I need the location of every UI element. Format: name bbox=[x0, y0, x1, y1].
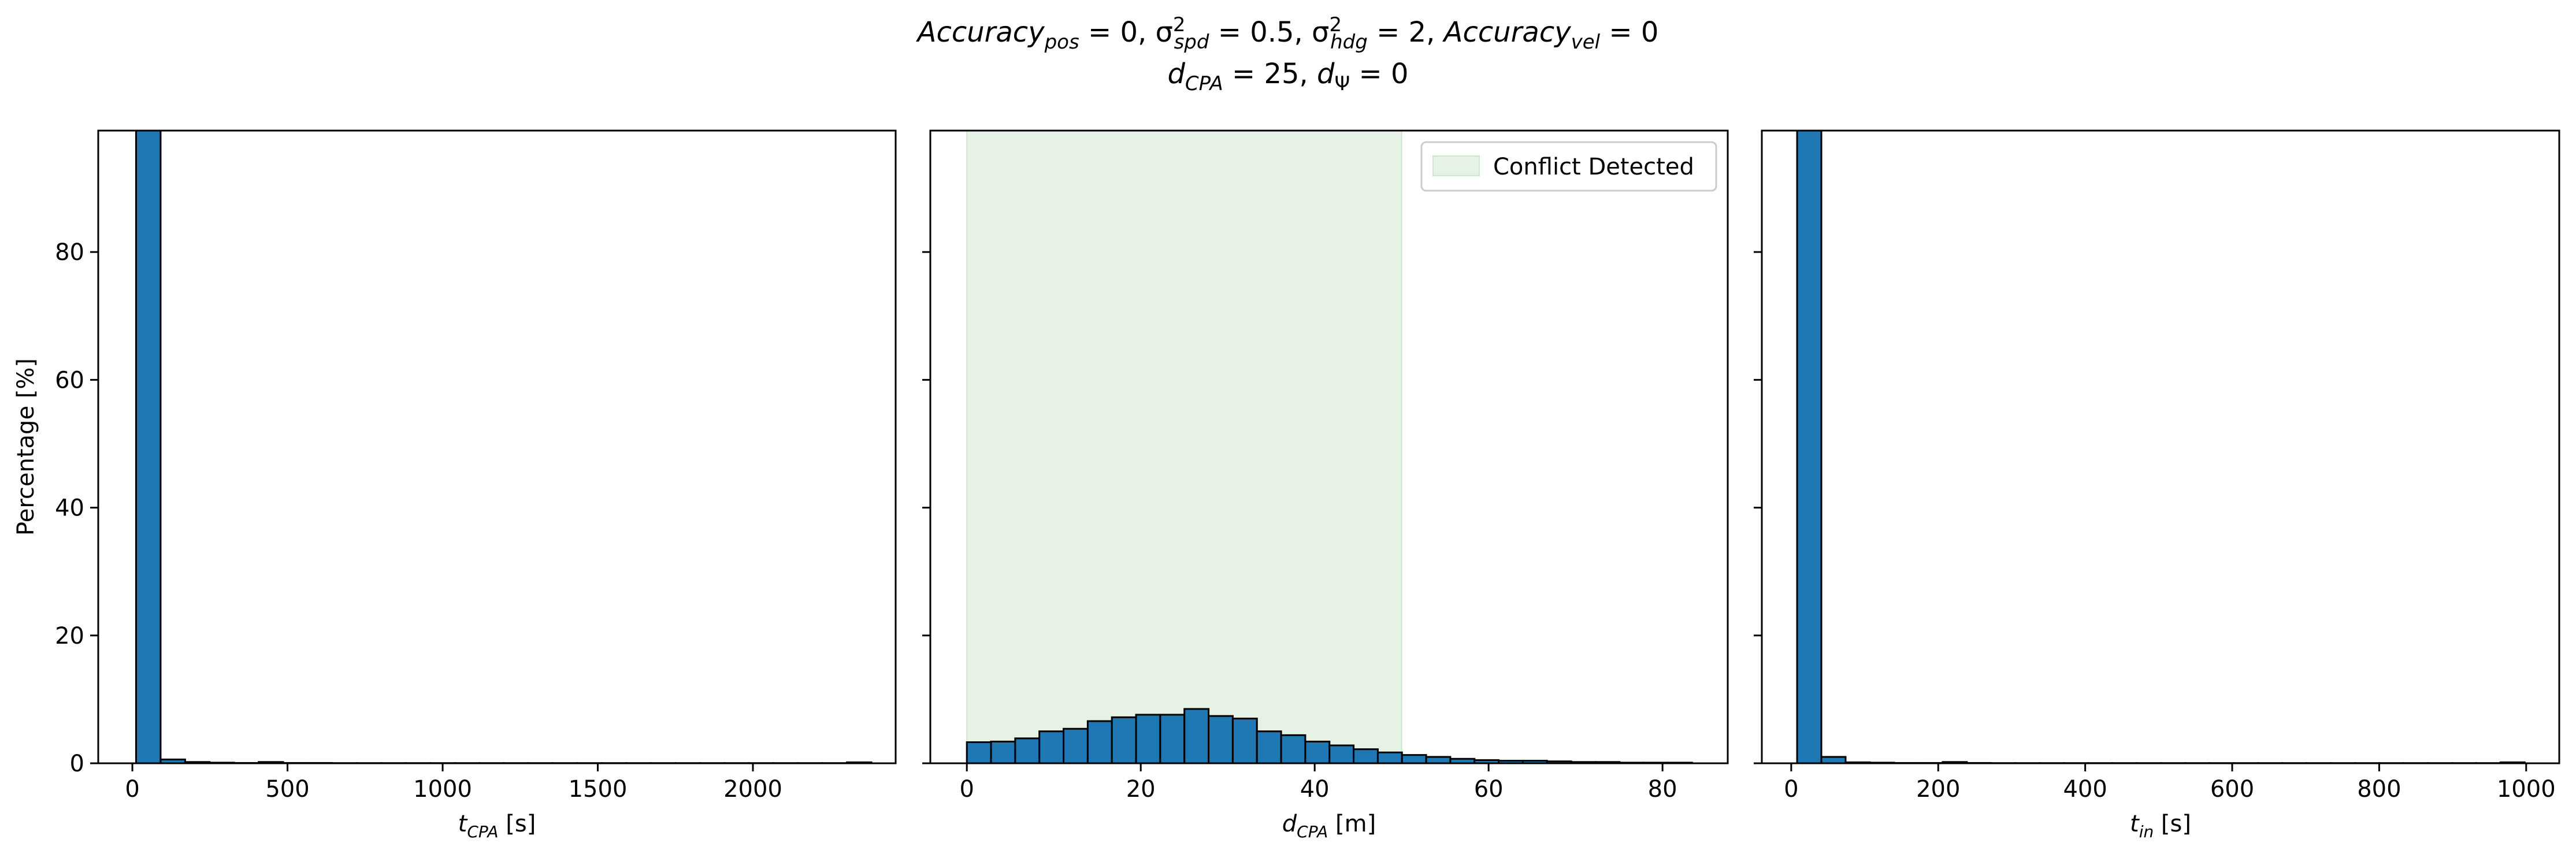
x-tick-label: 0 bbox=[125, 776, 139, 803]
x-tick-label: 800 bbox=[2357, 776, 2401, 803]
axes-frame bbox=[1761, 129, 2560, 764]
legend: Conflict Detected bbox=[1420, 141, 1717, 192]
legend-swatch bbox=[1432, 155, 1480, 176]
subplot-1: 0 500 1000 1500 2000 0 20 40 60 80 tCPA​ [s] Percen… bbox=[13, 129, 897, 841]
histogram-bar bbox=[1425, 756, 1452, 763]
y-axis-label: Percentage [%] bbox=[13, 358, 39, 536]
subplot-2: 0 20 40 60 80 dCPA​ [m] Conflict Detected bbox=[922, 129, 1729, 841]
histogram-bar bbox=[1208, 715, 1234, 763]
y-tick-label: 0 bbox=[70, 751, 84, 777]
histogram-bar bbox=[1796, 131, 1822, 763]
x-tick-label: 1000 bbox=[413, 776, 472, 803]
histogram-bar bbox=[1231, 718, 1258, 763]
x-axis-label: dCPA​ [m] bbox=[1282, 811, 1376, 841]
x-tick-label: 80 bbox=[1648, 776, 1677, 803]
histogram-bar bbox=[1328, 744, 1355, 763]
histogram-bar bbox=[1063, 727, 1089, 763]
x-tick-label: 0 bbox=[1784, 776, 1798, 803]
histogram-bar bbox=[1135, 714, 1161, 763]
conflict-detected-region bbox=[966, 131, 1402, 763]
legend-entry-label: Conflict Detected bbox=[1493, 154, 1694, 180]
y-tick-label: 80 bbox=[55, 239, 84, 266]
plot-area bbox=[966, 131, 1693, 763]
y-tick-label: 40 bbox=[55, 495, 84, 522]
histogram-bar bbox=[1820, 756, 1847, 763]
x-axis-label: tCPA​ [s] bbox=[458, 811, 536, 841]
x-tick-label: 60 bbox=[1474, 776, 1504, 803]
histogram-bar bbox=[1376, 751, 1403, 763]
histogram-bar bbox=[1111, 716, 1137, 763]
x-tick-label: 1000 bbox=[2497, 776, 2556, 803]
x-tick-label: 400 bbox=[2063, 776, 2107, 803]
x-tick-label: 200 bbox=[1916, 776, 1960, 803]
histogram-bar bbox=[1086, 720, 1113, 763]
histogram-bar bbox=[1256, 730, 1282, 763]
histogram-bar bbox=[1280, 734, 1306, 763]
x-tick-label: 1500 bbox=[569, 776, 628, 803]
axes-frame bbox=[97, 129, 897, 764]
y-tick-label: 20 bbox=[55, 623, 84, 649]
y-tick-label: 60 bbox=[55, 367, 84, 393]
histogram-bar bbox=[990, 740, 1016, 763]
x-tick-label: 600 bbox=[2210, 776, 2254, 803]
x-tick-label: 20 bbox=[1126, 776, 1156, 803]
histogram-bar bbox=[135, 131, 162, 763]
x-tick-label: 0 bbox=[959, 776, 974, 803]
x-tick-label: 2000 bbox=[723, 776, 782, 803]
histogram-bar bbox=[1304, 740, 1331, 763]
histogram-bar bbox=[1353, 748, 1379, 763]
x-tick-label: 40 bbox=[1300, 776, 1330, 803]
histogram-bar bbox=[1183, 708, 1210, 763]
chart-title-line-2: dCPA​ = 25, dΨ​ = 0 bbox=[1167, 58, 1408, 95]
legend-box bbox=[1420, 141, 1717, 192]
histogram-bar bbox=[966, 741, 992, 763]
histogram-bar bbox=[1038, 730, 1065, 763]
x-tick-label: 500 bbox=[265, 776, 309, 803]
subplot-3: 0 200 400 600 800 1000 tin​ [s] bbox=[1754, 129, 2560, 841]
axes-frame bbox=[929, 129, 1729, 764]
x-axis-label: tin​ [s] bbox=[2130, 811, 2191, 841]
histogram-bar bbox=[1159, 714, 1186, 763]
histogram-bar bbox=[1401, 754, 1427, 763]
histogram-bar bbox=[1014, 737, 1041, 763]
